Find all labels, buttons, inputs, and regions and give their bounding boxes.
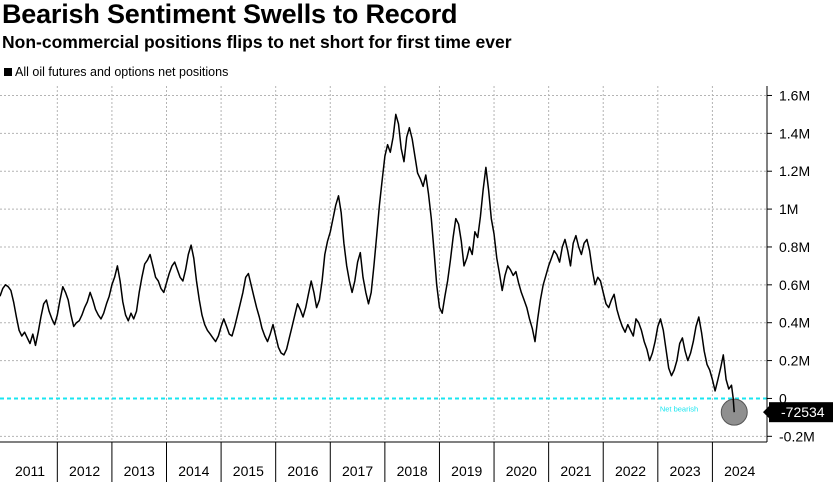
x-tick-label: 2016: [287, 463, 318, 479]
x-tick-label: 2013: [124, 463, 155, 479]
x-tick-label: 2017: [342, 463, 373, 479]
y-tick-label: 0.4M: [779, 315, 810, 331]
legend: All oil futures and options net position…: [4, 65, 228, 79]
y-tick-label: 0.2M: [779, 353, 810, 369]
last-value-text: -72534: [781, 404, 825, 420]
x-tick-label: 2021: [560, 463, 591, 479]
y-tick-label: 1.2M: [779, 163, 810, 179]
y-tick-label: 1M: [779, 201, 798, 217]
last-value-badge-bg: [769, 402, 833, 423]
x-tick-label: 2019: [451, 463, 482, 479]
y-gridlines: [0, 94, 767, 437]
x-tick-label: 2023: [670, 463, 701, 479]
series-line: [0, 113, 735, 413]
y-tick-label: 0: [779, 390, 787, 406]
y-tick-label: 1.4M: [779, 125, 810, 141]
x-gridlines: [56, 86, 713, 442]
last-value-badge: -72534: [763, 402, 833, 423]
x-tick-label: 2015: [233, 463, 264, 479]
x-axis-ticks: 2011 2012 2013 2014 2015 2016 2017 2018 2019 2020…: [15, 442, 755, 482]
x-tick-label: 2024: [724, 463, 755, 479]
x-tick-label: 2022: [615, 463, 646, 479]
y-axis-ticks: 1.6M 1.4M 1.2M 1M 0.8M 0.6M 0.4M 0.2M 0 -0.2M: [767, 87, 815, 444]
legend-label: All oil futures and options net position…: [15, 65, 229, 79]
x-tick-label: 2014: [178, 463, 209, 479]
net-bearish-label: Net bearish: [660, 404, 698, 413]
y-tick-label: 0.6M: [779, 277, 810, 293]
last-value-pointer: [763, 406, 769, 419]
chart-title: Bearish Sentiment Swells to Record: [2, 0, 458, 29]
x-tick-label: 2018: [397, 463, 428, 479]
x-tick-label: 2020: [506, 463, 537, 479]
chart-subtitle: Non-commercial positions flips to net sh…: [2, 32, 512, 52]
x-tick-label: 2012: [69, 463, 100, 479]
x-tick-label: 2011: [15, 463, 45, 479]
legend-swatch: [4, 68, 12, 76]
y-tick-label: 1.6M: [779, 87, 810, 103]
y-tick-label: -0.2M: [779, 428, 815, 444]
y-tick-label: 0.8M: [779, 239, 810, 255]
